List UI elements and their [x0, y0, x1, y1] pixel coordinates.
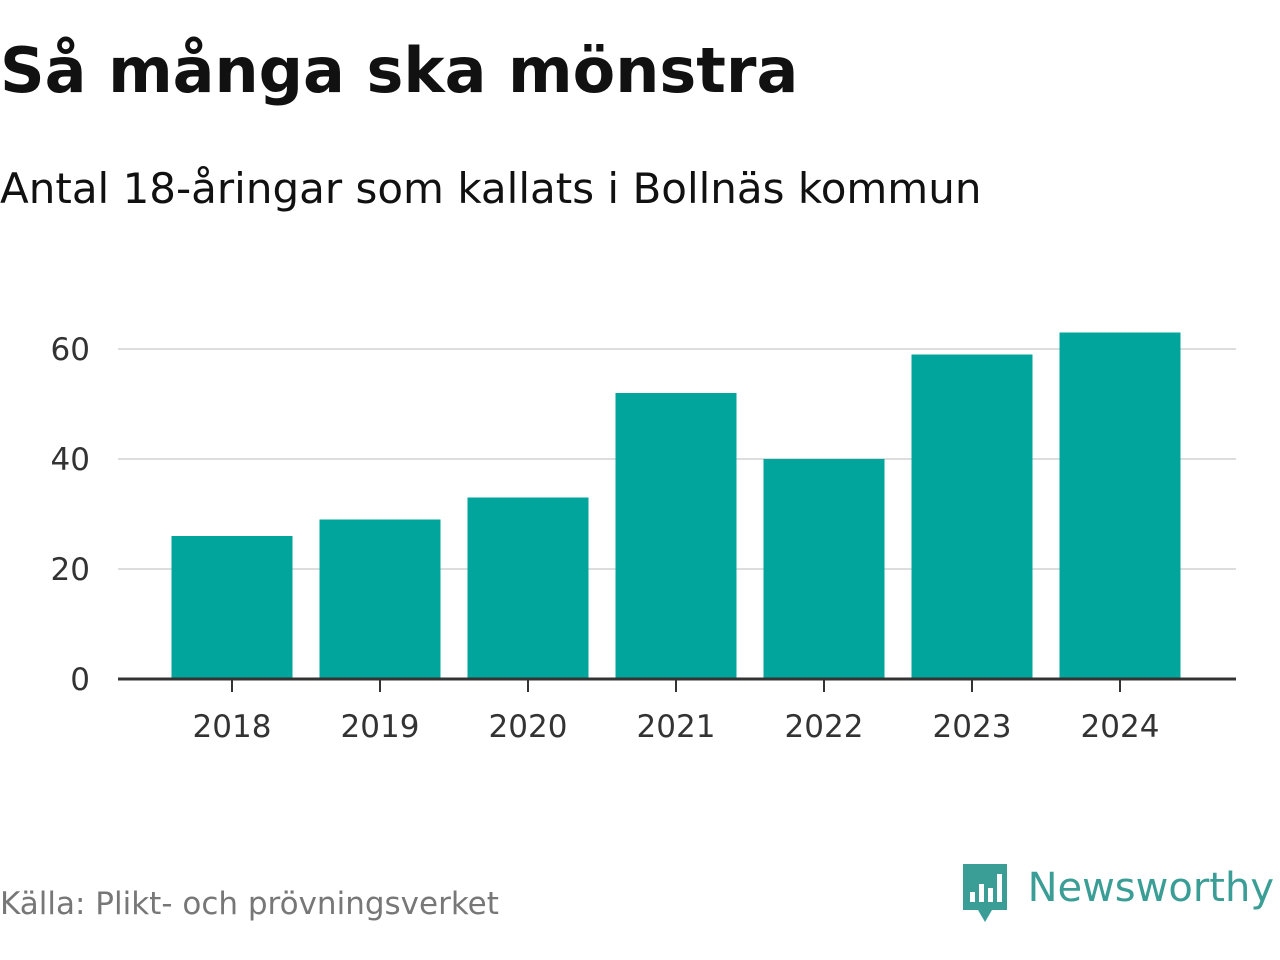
brand-logo: Newsworthy: [960, 862, 1274, 924]
bar-2021: [615, 393, 737, 679]
x-tick-label: 2021: [637, 709, 716, 745]
bar-2022: [763, 459, 885, 679]
source-note: Källa: Plikt- och prövningsverket: [0, 886, 499, 922]
x-tick-label: 2019: [341, 709, 420, 745]
bar-2023: [911, 354, 1033, 679]
bar-2020: [467, 497, 589, 679]
y-tick-label: 0: [70, 662, 90, 698]
y-tick-label: 40: [51, 442, 90, 478]
y-tick-label: 60: [51, 332, 90, 368]
bar-2018: [171, 536, 293, 679]
chart-subtitle: Antal 18-åringar som kallats i Bollnäs k…: [0, 164, 982, 213]
x-tick-label: 2022: [785, 709, 864, 745]
bar-2019: [319, 519, 441, 679]
bar-2024: [1059, 332, 1181, 679]
y-axis-ticks: 0 20 40 60: [51, 332, 90, 698]
x-tick-label: 2020: [489, 709, 568, 745]
x-tick-label: 2018: [193, 709, 272, 745]
newsworthy-logo-icon: [962, 864, 1007, 922]
x-tick-label: 2024: [1081, 709, 1160, 745]
x-tick-label: 2023: [933, 709, 1012, 745]
y-tick-label: 20: [51, 552, 90, 588]
x-axis-ticks: 2018 2019 2020 2021 2022 2023 2024: [193, 679, 1160, 745]
bars: [171, 332, 1181, 679]
brand-name: Newsworthy: [1027, 865, 1274, 911]
chart-title: Så många ska mönstra: [0, 34, 799, 107]
